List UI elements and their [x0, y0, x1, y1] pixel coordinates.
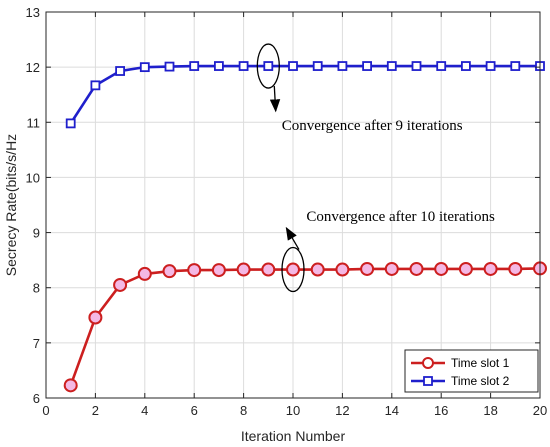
- y-tick-label: 7: [33, 336, 40, 351]
- legend-label: Time slot 1: [451, 356, 510, 370]
- data-point: [335, 262, 350, 277]
- x-tick-label: 12: [335, 403, 349, 418]
- y-tick-label: 12: [26, 60, 40, 75]
- x-tick-label: 18: [483, 403, 497, 418]
- data-point: [288, 61, 298, 71]
- y-tick-label: 13: [26, 5, 40, 20]
- x-tick-label: 16: [434, 403, 448, 418]
- data-point: [213, 61, 224, 71]
- y-tick-label: 10: [26, 170, 40, 185]
- annotation-1: Convergence after 9 iterations: [256, 43, 463, 134]
- legend: Time slot 1 Time slot 2: [404, 349, 539, 393]
- legend-label: Time slot 2: [451, 374, 510, 388]
- data-point: [434, 261, 449, 276]
- y-tick-label: 11: [27, 115, 41, 130]
- x-tick-label: 2: [92, 403, 99, 418]
- series-1: [63, 261, 547, 393]
- data-point: [510, 61, 521, 71]
- annotation-layer: Convergence after 9 iterations Convergenc…: [256, 43, 495, 293]
- data-point: [139, 62, 150, 73]
- data-point: [362, 61, 373, 71]
- data-point: [286, 262, 300, 277]
- legend-marker: [423, 376, 433, 386]
- y-tick-label: 6: [33, 391, 40, 406]
- highlight-ellipse: [256, 43, 280, 89]
- data-point: [137, 266, 152, 281]
- x-tick-label: 20: [533, 403, 547, 418]
- x-tick-label: 10: [286, 403, 300, 418]
- data-point: [187, 263, 202, 278]
- data-point: [113, 277, 128, 292]
- data-point: [164, 61, 175, 72]
- data-point: [236, 262, 251, 277]
- x-axis-ticks: 0 2 4 6 8 10 12 14 16 18 20: [42, 12, 547, 418]
- data-point: [238, 61, 249, 71]
- data-point: [411, 61, 422, 71]
- data-point: [508, 261, 523, 276]
- data-point: [436, 61, 447, 71]
- data-point: [460, 61, 471, 71]
- x-tick-label: 0: [42, 403, 49, 418]
- data-point: [458, 261, 473, 276]
- legend-marker: [422, 357, 434, 369]
- data-point: [162, 264, 177, 279]
- x-tick-label: 8: [240, 403, 247, 418]
- data-point: [115, 66, 125, 76]
- x-tick-label: 14: [385, 403, 399, 418]
- legend-entry-1: Time slot 1: [411, 356, 510, 370]
- data-point: [211, 263, 226, 278]
- data-point: [337, 61, 348, 71]
- data-point: [409, 261, 424, 276]
- y-tick-label: 8: [33, 281, 40, 296]
- data-point: [88, 310, 103, 325]
- annotation-text: Convergence after 10 iterations: [306, 209, 495, 225]
- annotation-arrow: [285, 226, 300, 250]
- y-axis-label: Secrecy Rate(bits/s/Hz: [3, 134, 19, 276]
- y-axis-ticks: 6 7 8 9 10 11 12 13: [26, 5, 540, 406]
- x-tick-label: 6: [191, 403, 198, 418]
- data-point: [189, 61, 200, 71]
- data-point: [263, 61, 274, 71]
- data-point: [386, 61, 397, 71]
- y-tick-label: 9: [33, 226, 40, 241]
- highlight-ellipse: [281, 246, 305, 293]
- data-point: [384, 261, 399, 276]
- data-point: [310, 262, 325, 277]
- series-layer: [63, 61, 547, 393]
- data-point: [65, 118, 76, 129]
- annotation-arrow: [269, 86, 281, 113]
- x-tick-label: 4: [141, 403, 148, 418]
- data-point: [483, 261, 498, 276]
- data-point: [90, 80, 101, 91]
- data-point: [360, 261, 375, 276]
- annotation-2: Convergence after 10 iterations: [281, 209, 495, 293]
- legend-entry-2: Time slot 2: [411, 374, 510, 388]
- data-point: [63, 378, 78, 393]
- data-point: [312, 61, 323, 71]
- annotation-text: Convergence after 9 iterations: [282, 118, 463, 134]
- data-point: [485, 61, 496, 71]
- x-axis-label: Iteration Number: [241, 428, 346, 444]
- data-point: [261, 262, 276, 277]
